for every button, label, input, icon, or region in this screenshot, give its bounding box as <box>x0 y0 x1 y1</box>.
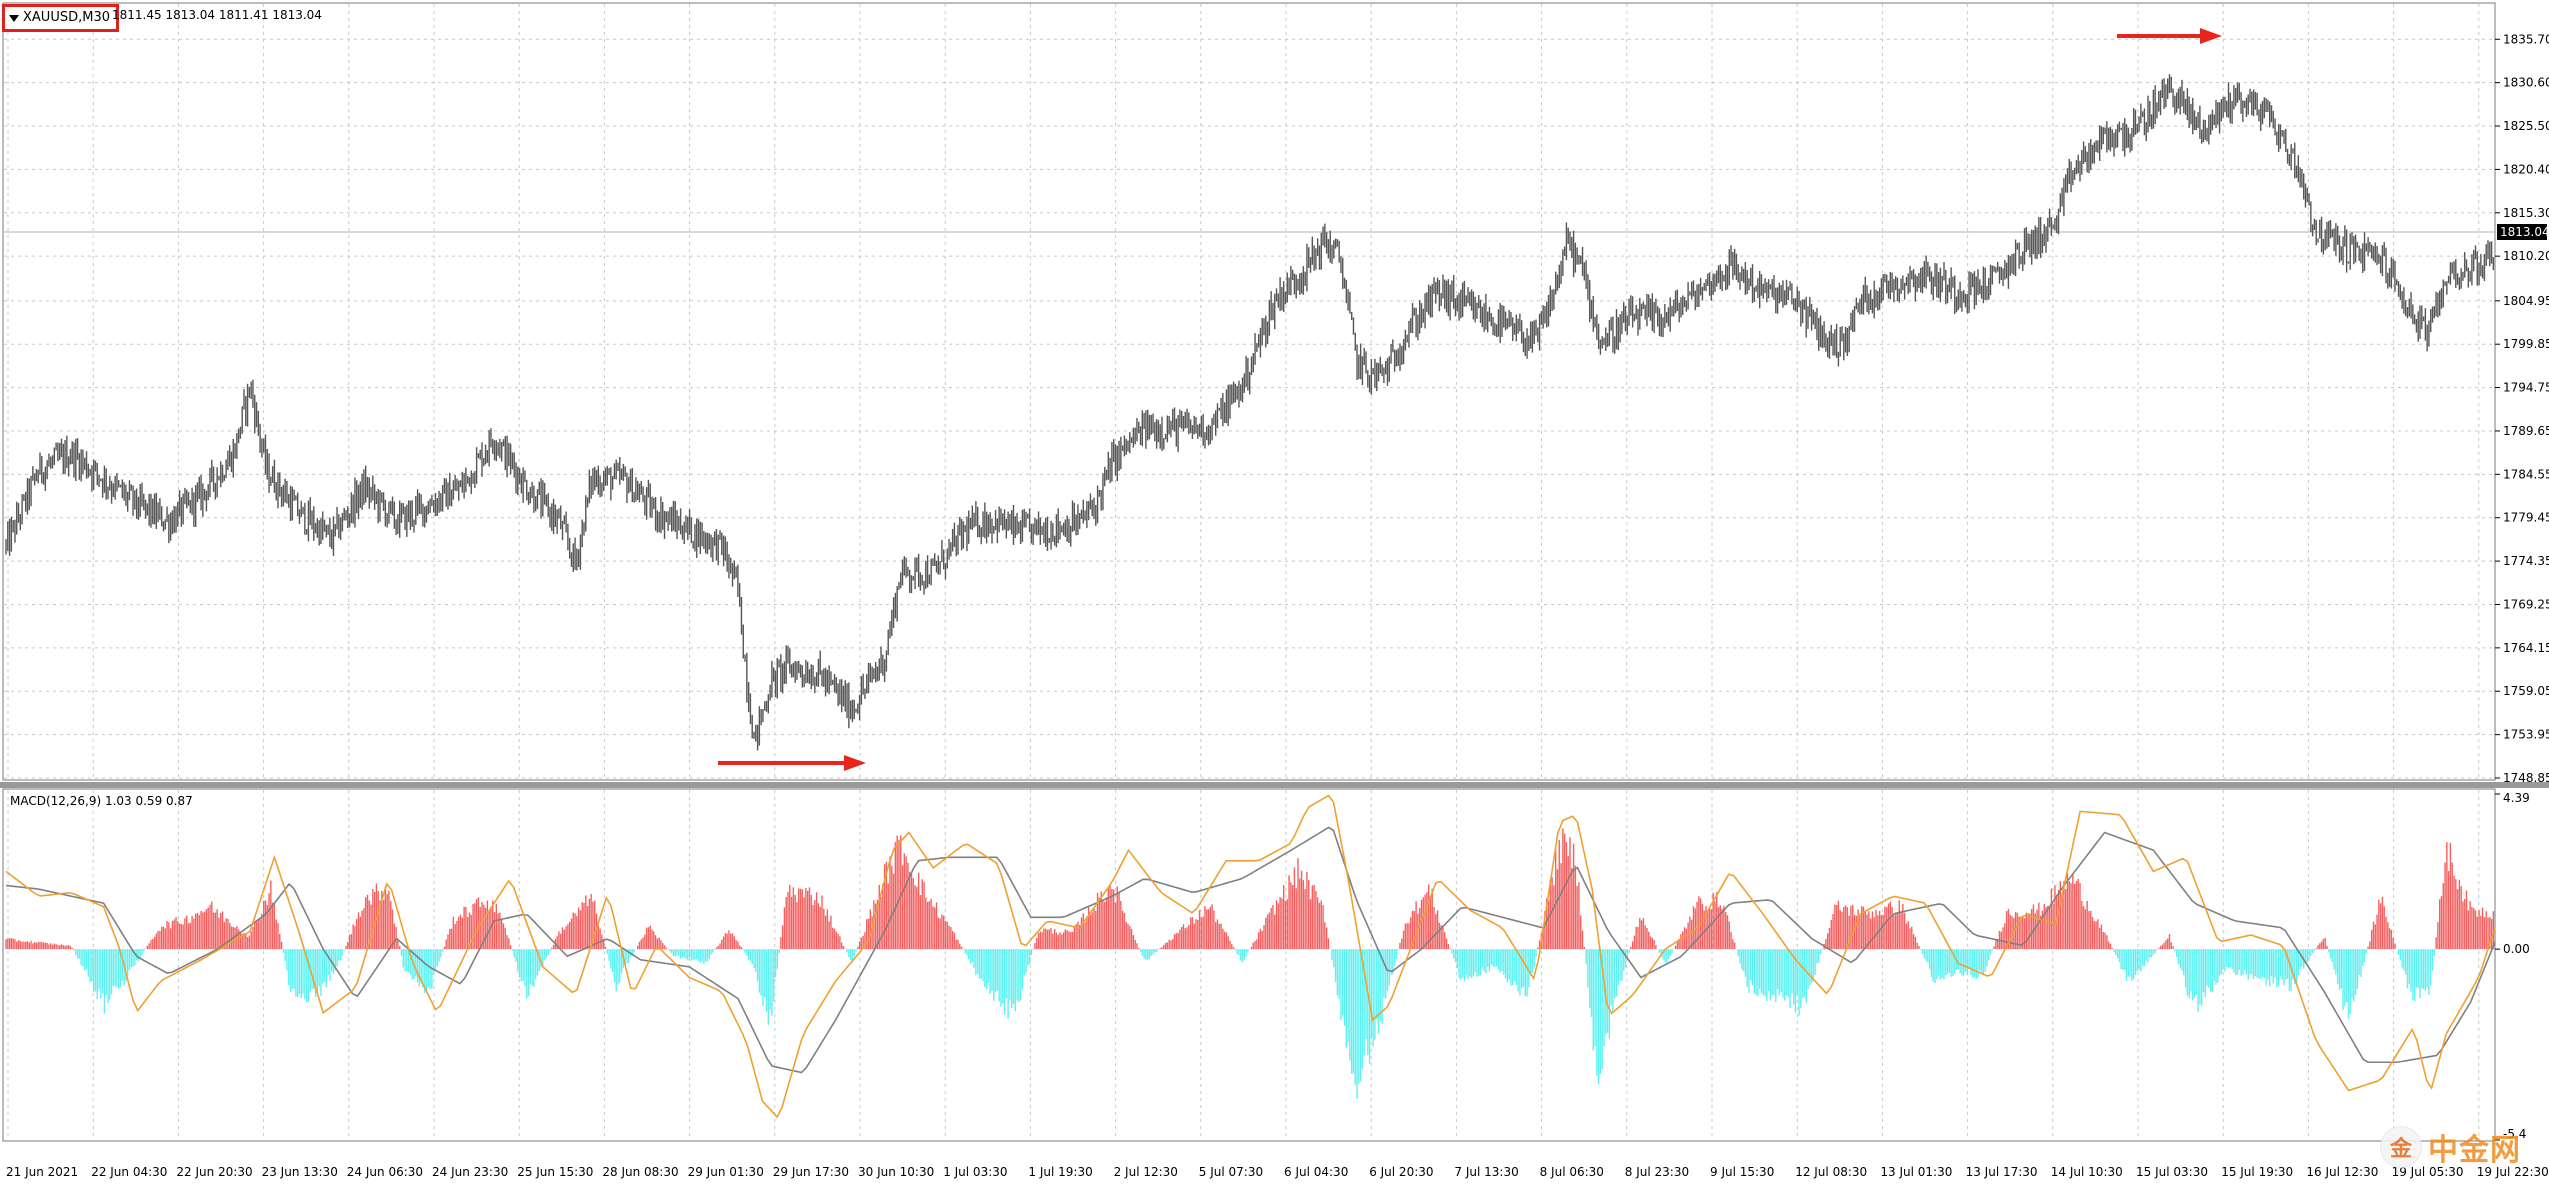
dropdown-triangle-icon <box>9 14 19 22</box>
time-axis-label: 21 Jun 2021 <box>6 1165 78 1179</box>
time-axis-label: 1 Jul 19:30 <box>1028 1165 1092 1179</box>
time-axis-label: 22 Jun 20:30 <box>176 1165 252 1179</box>
time-axis-label: 8 Jul 06:30 <box>1540 1165 1604 1179</box>
time-axis-label: 6 Jul 20:30 <box>1369 1165 1433 1179</box>
price-axis-label: 1748.85 <box>2503 771 2549 782</box>
price-axis-label: 1753.95 <box>2503 728 2549 742</box>
time-axis-label: 5 Jul 07:30 <box>1199 1165 1263 1179</box>
macd-signal-line <box>5 826 2496 1074</box>
time-axis-label: 19 Jul 05:30 <box>2392 1165 2464 1179</box>
price-axis-label: 1794.75 <box>2503 381 2549 395</box>
time-axis-label: 23 Jun 13:30 <box>262 1165 338 1179</box>
macd-axis-label: -5.4 <box>2503 1127 2526 1141</box>
price-axis-label: 1804.95 <box>2503 294 2549 308</box>
ohlc-readout: 1811.45 1813.04 1811.41 1813.04 <box>112 8 322 22</box>
time-axis-label: 7 Jul 13:30 <box>1454 1165 1518 1179</box>
price-axis-label: 1789.65 <box>2503 424 2549 438</box>
time-axis-label: 9 Jul 15:30 <box>1710 1165 1774 1179</box>
price-axis-label: 1815.30 <box>2503 206 2549 220</box>
price-axis-label: 1784.55 <box>2503 467 2549 481</box>
macd-main-line <box>5 794 2496 1119</box>
time-axis-label: 13 Jul 17:30 <box>1966 1165 2038 1179</box>
time-axis-label: 28 Jun 08:30 <box>602 1165 678 1179</box>
macd-plot-frame <box>2 788 2496 1142</box>
watermark-text: 中金网 <box>2428 1133 2521 1168</box>
time-axis-label: 22 Jun 04:30 <box>91 1165 167 1179</box>
price-axis-label: 1825.50 <box>2503 119 2549 133</box>
price-chart-svg[interactable]: 1835.70 1830.60 1825.50 1820.40 1815.30 1810.… <box>0 0 2549 785</box>
price-axis-label: 1769.25 <box>2503 597 2549 611</box>
macd-title: MACD(12,26,9) 1.03 0.59 0.87 <box>10 794 193 808</box>
time-axis-label: 16 Jul 12:30 <box>2306 1165 2378 1179</box>
macd-indicator-pane[interactable]: 21 Jun 2021 22 Jun 04:30 22 Jun 20:30 23 Ju… <box>0 788 2549 1180</box>
time-axis-label: 29 Jun 17:30 <box>773 1165 849 1179</box>
time-axis-label: 29 Jun 01:30 <box>688 1165 764 1179</box>
time-axis-label: 6 Jul 04:30 <box>1284 1165 1348 1179</box>
macd-chart-svg[interactable]: 21 Jun 2021 22 Jun 04:30 22 Jun 20:30 23 Ju… <box>0 788 2549 1180</box>
price-axis-label: 1820.40 <box>2503 162 2549 176</box>
time-axis-label: 1 Jul 03:30 <box>943 1165 1007 1179</box>
time-axis-label: 12 Jul 08:30 <box>1795 1165 1867 1179</box>
annotation-arrow-low-head <box>844 755 866 771</box>
time-axis-label: 15 Jul 03:30 <box>2136 1165 2208 1179</box>
annotation-arrow-low <box>718 755 866 771</box>
price-axis-label: 1799.85 <box>2503 337 2549 351</box>
time-axis-label: 24 Jun 23:30 <box>432 1165 508 1179</box>
macd-axis-label: 4.39 <box>2503 791 2530 805</box>
symbol-selector[interactable]: XAUUSD,M30 <box>2 4 119 32</box>
time-axis-label: 8 Jul 23:30 <box>1625 1165 1689 1179</box>
macd-axis-label: 0.00 <box>2503 942 2530 956</box>
time-axis-label: 19 Jul 22:30 <box>2477 1165 2549 1179</box>
time-axis-label: 25 Jun 15:30 <box>517 1165 593 1179</box>
time-axis-label: 15 Jul 19:30 <box>2221 1165 2293 1179</box>
time-axis-label: 30 Jun 10:30 <box>858 1165 934 1179</box>
annotation-arrow-high-head <box>2200 28 2222 44</box>
price-chart-pane[interactable]: 1835.70 1830.60 1825.50 1820.40 1815.30 1810.… <box>0 0 2549 785</box>
time-axis-label: 13 Jul 01:30 <box>1880 1165 1952 1179</box>
symbol-label: XAUUSD,M30 <box>23 10 110 25</box>
price-series <box>5 74 2495 751</box>
price-axis-label: 1830.60 <box>2503 76 2549 90</box>
current-price-label: 1813.04 <box>2500 225 2549 239</box>
price-axis-label: 1764.15 <box>2503 641 2549 655</box>
price-axis-label: 1835.70 <box>2503 32 2549 46</box>
time-axis-label: 24 Jun 06:30 <box>347 1165 423 1179</box>
price-axis-label: 1774.35 <box>2503 554 2549 568</box>
price-axis-label: 1759.05 <box>2503 684 2549 698</box>
current-price-tag <box>2497 224 2547 241</box>
watermark: 金 中金网 <box>2380 1125 2549 1169</box>
annotation-arrow-high <box>2117 28 2222 44</box>
pane-separator[interactable] <box>0 782 2549 788</box>
price-axis-label: 1810.20 <box>2503 249 2549 263</box>
watermark-logo-icon: 金 <box>2380 1126 2422 1168</box>
price-axis-label: 1779.45 <box>2503 511 2549 525</box>
time-axis-label: 2 Jul 12:30 <box>1114 1165 1178 1179</box>
price-plot-frame <box>2 2 2496 781</box>
time-axis-label: 14 Jul 10:30 <box>2051 1165 2123 1179</box>
